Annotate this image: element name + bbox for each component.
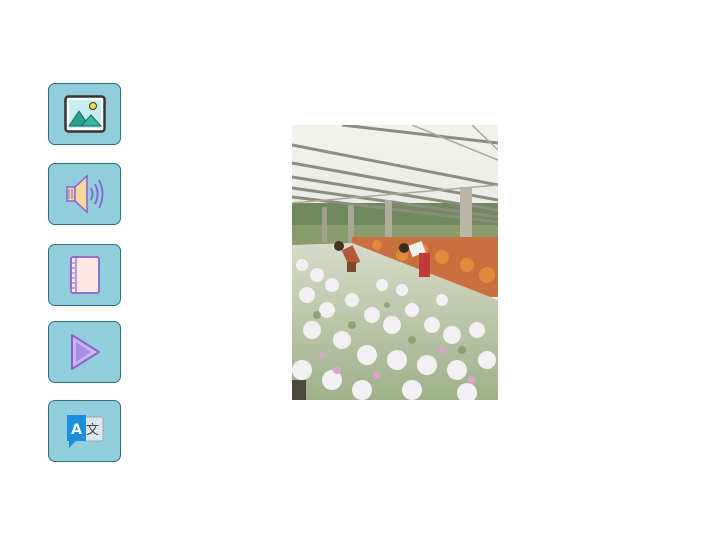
image-icon: [63, 95, 106, 133]
greenhouse-flowers-image: [292, 125, 498, 400]
play-button[interactable]: [48, 321, 121, 383]
audio-button[interactable]: [48, 163, 121, 225]
worker-right: [399, 240, 430, 277]
translate-glyph-a: A: [71, 422, 82, 438]
worker-left: [334, 241, 361, 272]
book-button[interactable]: [48, 244, 121, 306]
translate-glyph-b: 文: [85, 423, 98, 438]
notebook-icon: [69, 256, 100, 294]
play-icon: [70, 334, 100, 370]
image-button[interactable]: [48, 83, 121, 145]
translate-icon: 文 A: [66, 415, 103, 448]
speaker-icon: [65, 174, 103, 214]
translate-button[interactable]: 文 A: [48, 400, 121, 462]
